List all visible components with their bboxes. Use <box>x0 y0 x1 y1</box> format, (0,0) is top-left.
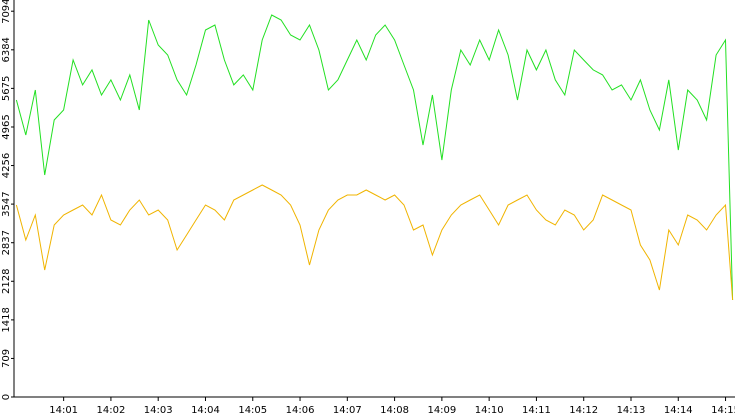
y-tick-label: 4256 <box>1 153 12 178</box>
y-tick-label: 0 <box>1 394 12 400</box>
y-tick-label: 1418 <box>1 307 12 332</box>
y-tick-label: 2128 <box>1 269 12 294</box>
y-tick-label: 4965 <box>1 114 12 139</box>
x-tick-label: 14:05 <box>238 405 267 415</box>
x-tick-label: 14:01 <box>49 405 78 415</box>
x-tick-label: 14:04 <box>191 405 220 415</box>
y-tick-label: 2837 <box>1 230 12 255</box>
y-tick-label: 5675 <box>1 76 12 101</box>
x-tick-label: 14:03 <box>144 405 173 415</box>
y-tick-label: 6384 <box>1 37 12 62</box>
x-tick-label: 14:12 <box>569 405 598 415</box>
x-tick-label: 14:14 <box>664 405 693 415</box>
y-tick-label: 7094 <box>1 0 12 24</box>
x-tick-label: 14:06 <box>286 405 315 415</box>
y-tick-label: 3547 <box>1 191 12 216</box>
y-tick-label: 709 <box>1 349 12 368</box>
line-series <box>15 184 734 301</box>
x-tick-label: 14:15 <box>711 405 735 415</box>
x-tick-label: 14:08 <box>380 405 409 415</box>
x-tick-label: 14:07 <box>333 405 362 415</box>
x-tick-label: 14:11 <box>522 405 551 415</box>
x-tick-label: 14:09 <box>427 405 456 415</box>
line-series <box>15 14 734 301</box>
x-tick-label: 14:10 <box>475 405 504 415</box>
x-tick-label: 14:02 <box>97 405 126 415</box>
x-tick-label: 14:13 <box>617 405 646 415</box>
